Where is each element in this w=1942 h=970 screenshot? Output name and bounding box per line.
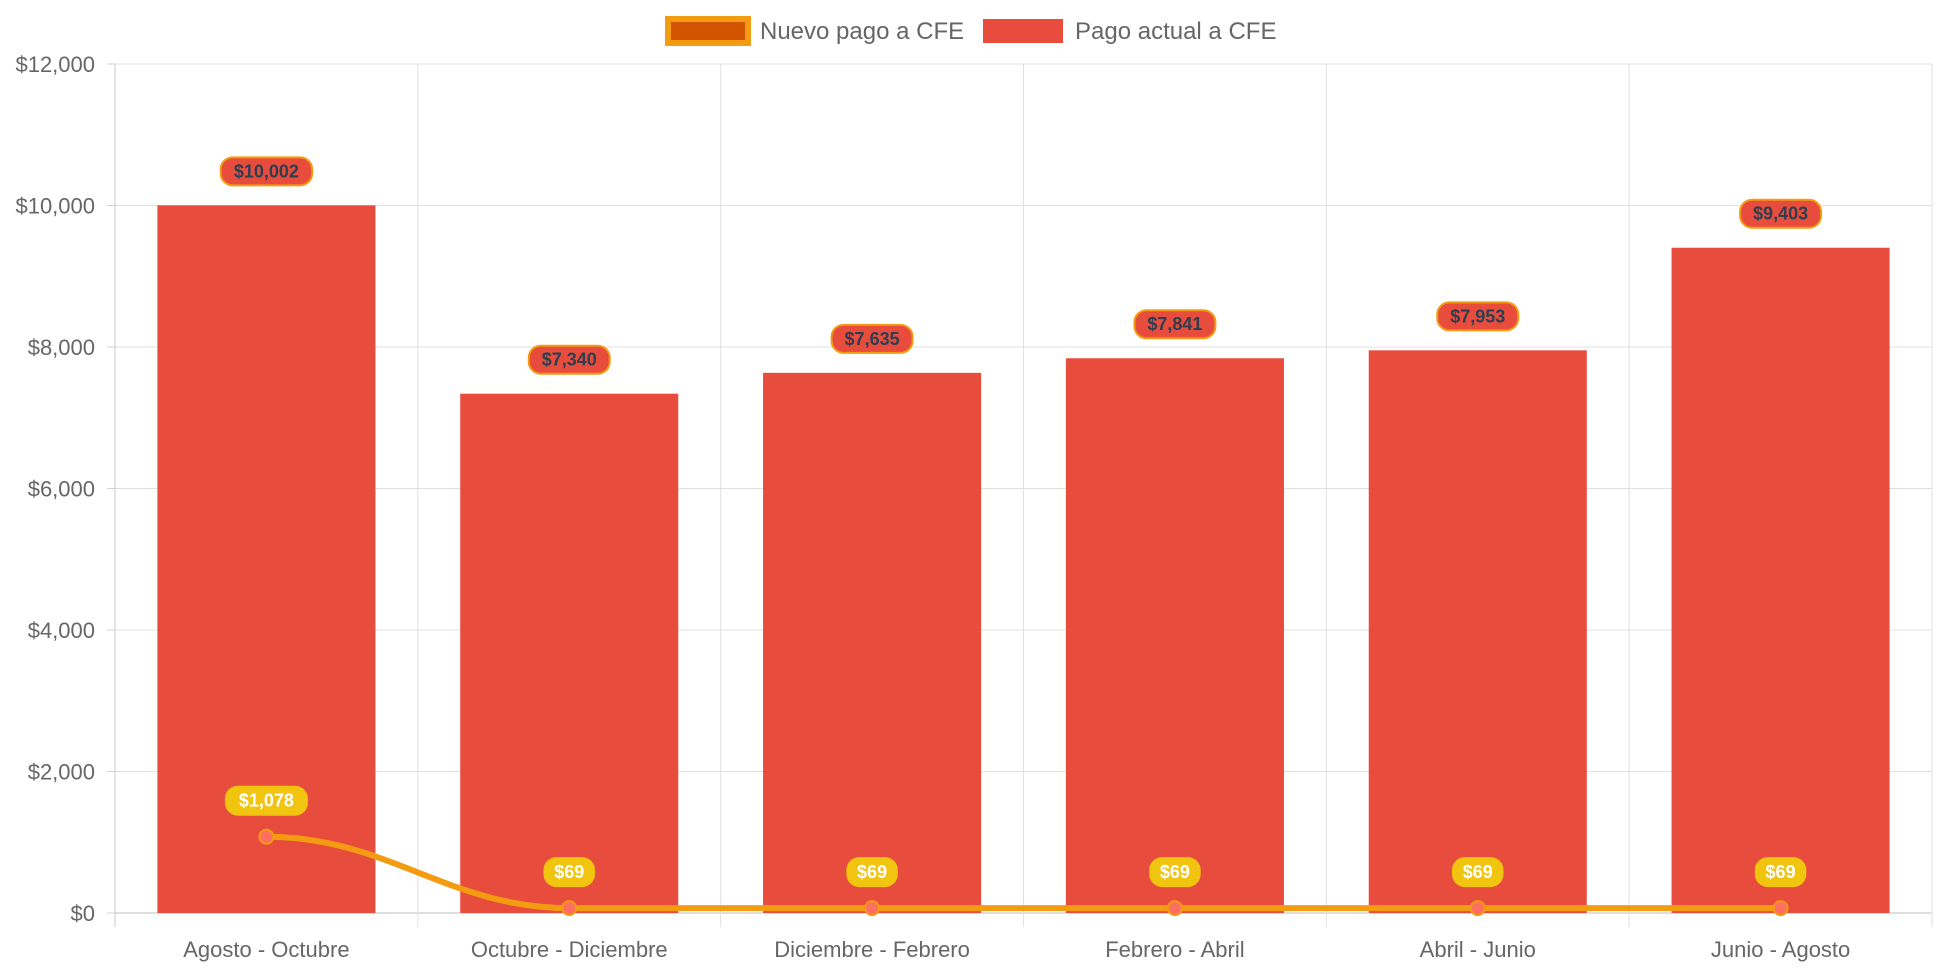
legend-item-pago-actual[interactable]: Pago actual a CFE [983, 18, 1276, 45]
bar-data-label: $7,841 [1133, 309, 1217, 340]
bar-data-label: $7,635 [830, 323, 914, 354]
line-data-label-text: $69 [857, 862, 887, 882]
line-point[interactable] [561, 900, 578, 917]
legend[interactable]: Nuevo pago a CFE Pago actual a CFE [665, 16, 1276, 46]
line-data-label-text: $69 [1160, 862, 1190, 882]
line-data-label: $69 [1754, 857, 1807, 888]
bar-data-label: $10,002 [219, 156, 314, 187]
line-data-label-text: $1,078 [239, 791, 294, 811]
bar-data-label-bg [1133, 309, 1217, 340]
bar-data-label-bg [219, 156, 314, 187]
bar[interactable] [1065, 358, 1284, 913]
bar[interactable] [763, 372, 982, 914]
line-data-label-bg [1149, 857, 1201, 888]
line-point[interactable] [864, 900, 881, 917]
legend-swatch [983, 19, 1063, 43]
bar-data-label-bg [1436, 301, 1520, 332]
bar-data-label: $7,340 [527, 344, 611, 375]
line-data-label: $69 [543, 857, 595, 888]
x-tick-label: Octubre - Diciembre [471, 937, 668, 962]
line-point[interactable] [1469, 900, 1486, 917]
x-tick-label: Abril - Junio [1420, 937, 1536, 962]
line-data-label: $69 [846, 857, 898, 888]
line-data-label-bg [846, 857, 898, 888]
line-data-label-text: $69 [554, 862, 584, 882]
line-data-label: $69 [1452, 857, 1504, 888]
bar[interactable] [1368, 350, 1587, 913]
bar-data-label-text: $7,635 [845, 329, 900, 349]
grid-layer [114, 63, 1933, 927]
line-data-label-text: $69 [1463, 862, 1493, 882]
line-data-label-bg [224, 785, 308, 816]
bar[interactable] [460, 393, 679, 913]
line-data-label-bg [543, 857, 595, 888]
series-line [263, 833, 1784, 912]
bar-data-label-text: $7,841 [1147, 314, 1202, 334]
y-tick-label: $12,000 [15, 52, 95, 77]
line-data-label-bg [1452, 857, 1504, 888]
y-tick-label: $0 [71, 901, 95, 926]
line-data-label: $69 [1149, 857, 1201, 888]
x-tick-label: Febrero - Abril [1105, 937, 1244, 962]
line-point[interactable] [258, 828, 275, 845]
x-tick-label: Diciembre - Febrero [774, 937, 970, 962]
x-tick-label: Junio - Agosto [1711, 937, 1850, 962]
bar-data-label-text: $7,953 [1450, 306, 1505, 326]
line-layer [258, 828, 1789, 917]
line-point[interactable] [1772, 900, 1789, 917]
bar-data-label: $7,953 [1436, 301, 1520, 332]
bar-data-label-text: $7,340 [542, 350, 597, 370]
bar-data-label-bg [527, 344, 611, 375]
legend-label: Nuevo pago a CFE [760, 18, 964, 45]
line-data-label: $1,078 [224, 785, 308, 816]
line-data-label-bg [1754, 857, 1807, 888]
bar-data-label-text: $9,403 [1753, 204, 1808, 224]
y-tick-label: $8,000 [28, 335, 95, 360]
line-point[interactable] [1166, 900, 1183, 917]
y-tick-label: $4,000 [28, 618, 95, 643]
bar[interactable] [1671, 247, 1890, 914]
bar-data-label: $9,403 [1739, 198, 1823, 229]
y-tick-label: $10,000 [15, 194, 95, 219]
bar-data-label-bg [1739, 198, 1823, 229]
bar-data-label-text: $10,002 [234, 161, 299, 181]
y-tick-label: $2,000 [28, 760, 95, 785]
legend-swatch [665, 16, 751, 46]
legend-label: Pago actual a CFE [1075, 18, 1276, 45]
y-tick-label: $6,000 [28, 477, 95, 502]
bar-data-label-bg [830, 323, 914, 354]
axis-layer: $0 $2,000 $4,000 $6,000 $8,000 $10,000 $12,000… [15, 52, 1850, 962]
line-data-label-text: $69 [1766, 862, 1796, 882]
x-tick-label: Agosto - Octubre [183, 937, 349, 962]
legend-item-nuevo-pago[interactable]: Nuevo pago a CFE [665, 16, 964, 46]
labels-layer: $10,002 $7,340 $7,635 $7,841 $7,953 $9,403 $1,… [219, 156, 1823, 888]
bars-layer [157, 205, 1890, 914]
